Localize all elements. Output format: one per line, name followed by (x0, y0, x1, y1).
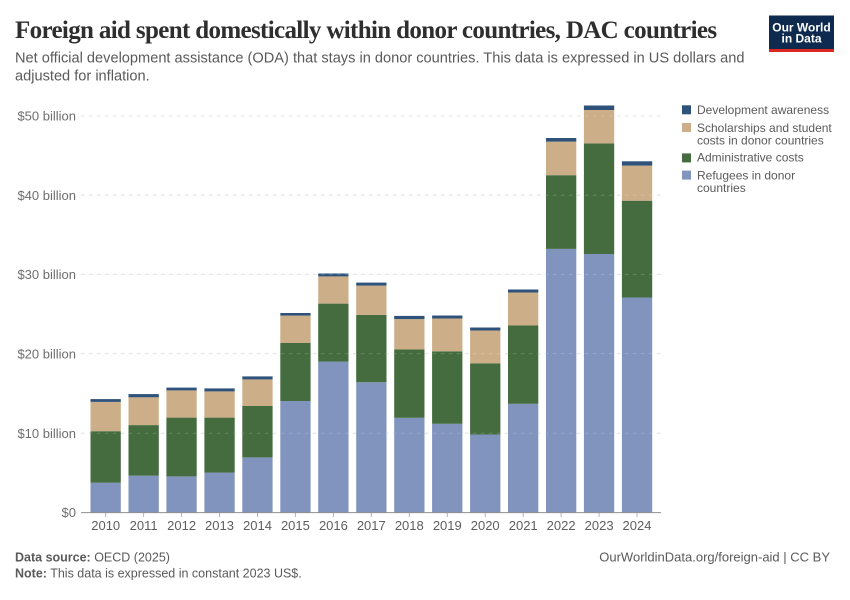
svg-text:2010: 2010 (91, 518, 120, 533)
svg-text:2011: 2011 (130, 518, 158, 533)
svg-text:2022: 2022 (547, 518, 576, 533)
svg-text:Note: This data is expressed i: Note: This data is expressed in constant… (15, 566, 302, 580)
svg-text:$40 billion: $40 billion (17, 188, 76, 203)
svg-text:$20 billion: $20 billion (17, 346, 76, 361)
svg-text:costs in donor countries: costs in donor countries (697, 133, 824, 147)
svg-text:2019: 2019 (433, 518, 462, 533)
svg-text:Foreign aid spent domestically: Foreign aid spent domestically within do… (15, 17, 717, 44)
svg-text:2023: 2023 (585, 518, 614, 533)
svg-text:2017: 2017 (357, 518, 386, 533)
svg-text:2016: 2016 (319, 518, 348, 533)
svg-text:Scholarships and student: Scholarships and student (697, 121, 832, 135)
svg-text:2024: 2024 (623, 518, 652, 533)
svg-text:Refugees in donor: Refugees in donor (697, 169, 795, 183)
svg-text:Administrative costs: Administrative costs (697, 151, 804, 165)
svg-text:2014: 2014 (243, 518, 272, 533)
svg-text:Net official development assis: Net official development assistance (ODA… (15, 51, 745, 67)
svg-text:$50 billion: $50 billion (17, 109, 76, 124)
svg-text:Development awareness: Development awareness (697, 103, 829, 117)
svg-text:2013: 2013 (205, 518, 234, 533)
svg-text:Data source: OECD (2025): Data source: OECD (2025) (15, 551, 170, 565)
svg-text:OurWorldinData.org/foreign-aid: OurWorldinData.org/foreign-aid | CC BY (599, 549, 830, 564)
svg-text:$30 billion: $30 billion (17, 267, 76, 282)
svg-text:$0: $0 (62, 505, 76, 520)
svg-text:Our World: Our World (772, 20, 830, 34)
svg-text:2021: 2021 (509, 518, 538, 533)
svg-text:adjusted for inflation.: adjusted for inflation. (15, 69, 150, 85)
svg-text:countries: countries (697, 181, 746, 195)
svg-text:2015: 2015 (281, 518, 310, 533)
svg-text:2018: 2018 (395, 518, 424, 533)
svg-text:$10 billion: $10 billion (17, 426, 76, 441)
svg-text:2020: 2020 (471, 518, 500, 533)
svg-text:2012: 2012 (167, 518, 196, 533)
svg-text:in Data: in Data (781, 31, 821, 45)
